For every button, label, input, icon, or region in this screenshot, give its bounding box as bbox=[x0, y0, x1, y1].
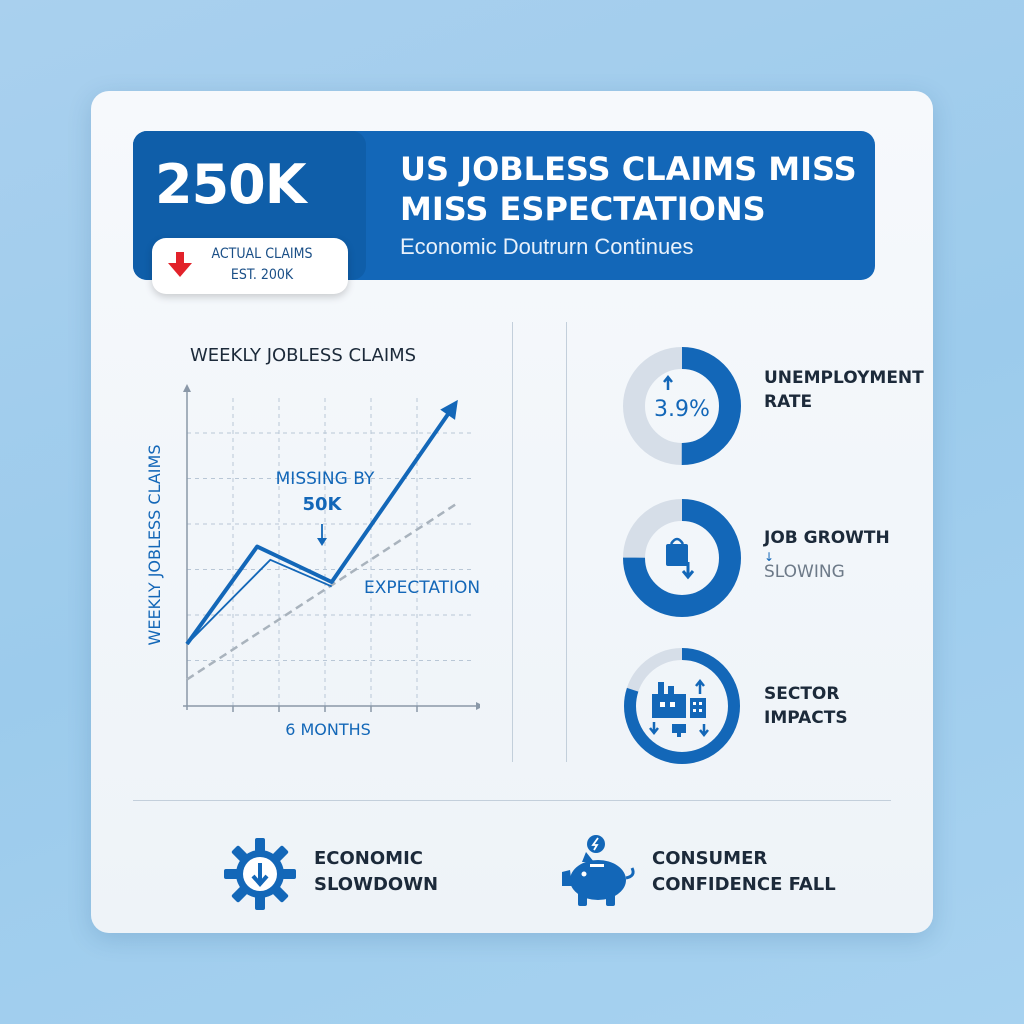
unemployment-label-line2: RATE bbox=[764, 392, 813, 412]
job-growth-sub: ↓ SLOWING bbox=[764, 550, 845, 582]
page-title-line1: US JOBLESS CLAIMS MISS bbox=[400, 150, 857, 188]
column-divider bbox=[512, 322, 513, 762]
missing-by-value: 50K bbox=[303, 494, 343, 515]
job-growth-ring bbox=[623, 499, 741, 617]
y-axis-arrow bbox=[183, 384, 191, 392]
economic-slowdown-line2: SLOWDOWN bbox=[314, 874, 439, 895]
piggy-bank-icon bbox=[562, 835, 635, 906]
factory-icon bbox=[649, 678, 709, 738]
economic-slowdown-label: ECONOMIC SLOWDOWN bbox=[314, 846, 438, 898]
consumer-confidence-line1: CONSUMER bbox=[652, 848, 768, 869]
series-line-secondary bbox=[186, 558, 333, 645]
down-arrow-icon: ↓ bbox=[764, 550, 775, 564]
expectation-line bbox=[186, 501, 460, 681]
y-axis-label: WEEKLY JOBLESS CLAIMS bbox=[145, 445, 164, 646]
sector-ring bbox=[624, 648, 740, 764]
section-divider bbox=[133, 800, 891, 801]
expectation-label: EXPECTATION bbox=[364, 578, 480, 598]
sector-label-line2: IMPACTS bbox=[764, 708, 848, 728]
unemployment-ring: 3.9% bbox=[623, 347, 741, 465]
ring-fill bbox=[624, 648, 740, 764]
series-line-main bbox=[185, 403, 457, 646]
pill-label: ACTUAL CLAIMS bbox=[211, 246, 313, 262]
economic-slowdown-line1: ECONOMIC bbox=[314, 848, 423, 869]
ring-fill bbox=[623, 499, 741, 617]
page-title-line2: MISS ESPECTATIONS bbox=[400, 190, 766, 228]
job-growth-label: JOB GROWTH bbox=[764, 528, 890, 548]
column-divider bbox=[566, 322, 567, 762]
line-chart: MISSING BY 50K EXPECTATION 6 MONTHS WEEKLY J… bbox=[145, 384, 480, 739]
missing-by-arrowhead bbox=[317, 538, 327, 546]
up-arrow-icon bbox=[663, 374, 673, 390]
consumer-confidence-label: CONSUMER CONFIDENCE FALL bbox=[652, 846, 836, 898]
shopping-bag-icon bbox=[666, 537, 695, 580]
sector-label: SECTOR IMPACTS bbox=[764, 682, 848, 730]
sector-label-line1: SECTOR bbox=[764, 684, 840, 704]
series-arrowhead bbox=[440, 399, 458, 420]
job-growth-sub-text: SLOWING bbox=[764, 562, 845, 582]
gear-down-icon bbox=[224, 838, 296, 910]
pill-estimate: EST. 200K bbox=[230, 267, 294, 283]
x-axis-arrow bbox=[476, 702, 480, 710]
kpi-value: 250K bbox=[155, 153, 307, 216]
missing-by-label: MISSING BY bbox=[276, 469, 375, 489]
unemployment-value: 3.9% bbox=[654, 397, 710, 422]
unemployment-label: UNEMPLOYMENT RATE bbox=[764, 366, 924, 414]
page-subtitle: Economic Doutrurn Continues bbox=[400, 234, 694, 259]
unemployment-label-line1: UNEMPLOYMENT bbox=[764, 368, 924, 388]
chart-title: WEEKLY JOBLESS CLAIMS bbox=[190, 345, 417, 366]
down-arrow-icon bbox=[168, 252, 192, 277]
x-axis-label: 6 MONTHS bbox=[285, 720, 371, 739]
consumer-confidence-line2: CONFIDENCE FALL bbox=[652, 874, 836, 895]
ring-fill bbox=[623, 347, 741, 465]
